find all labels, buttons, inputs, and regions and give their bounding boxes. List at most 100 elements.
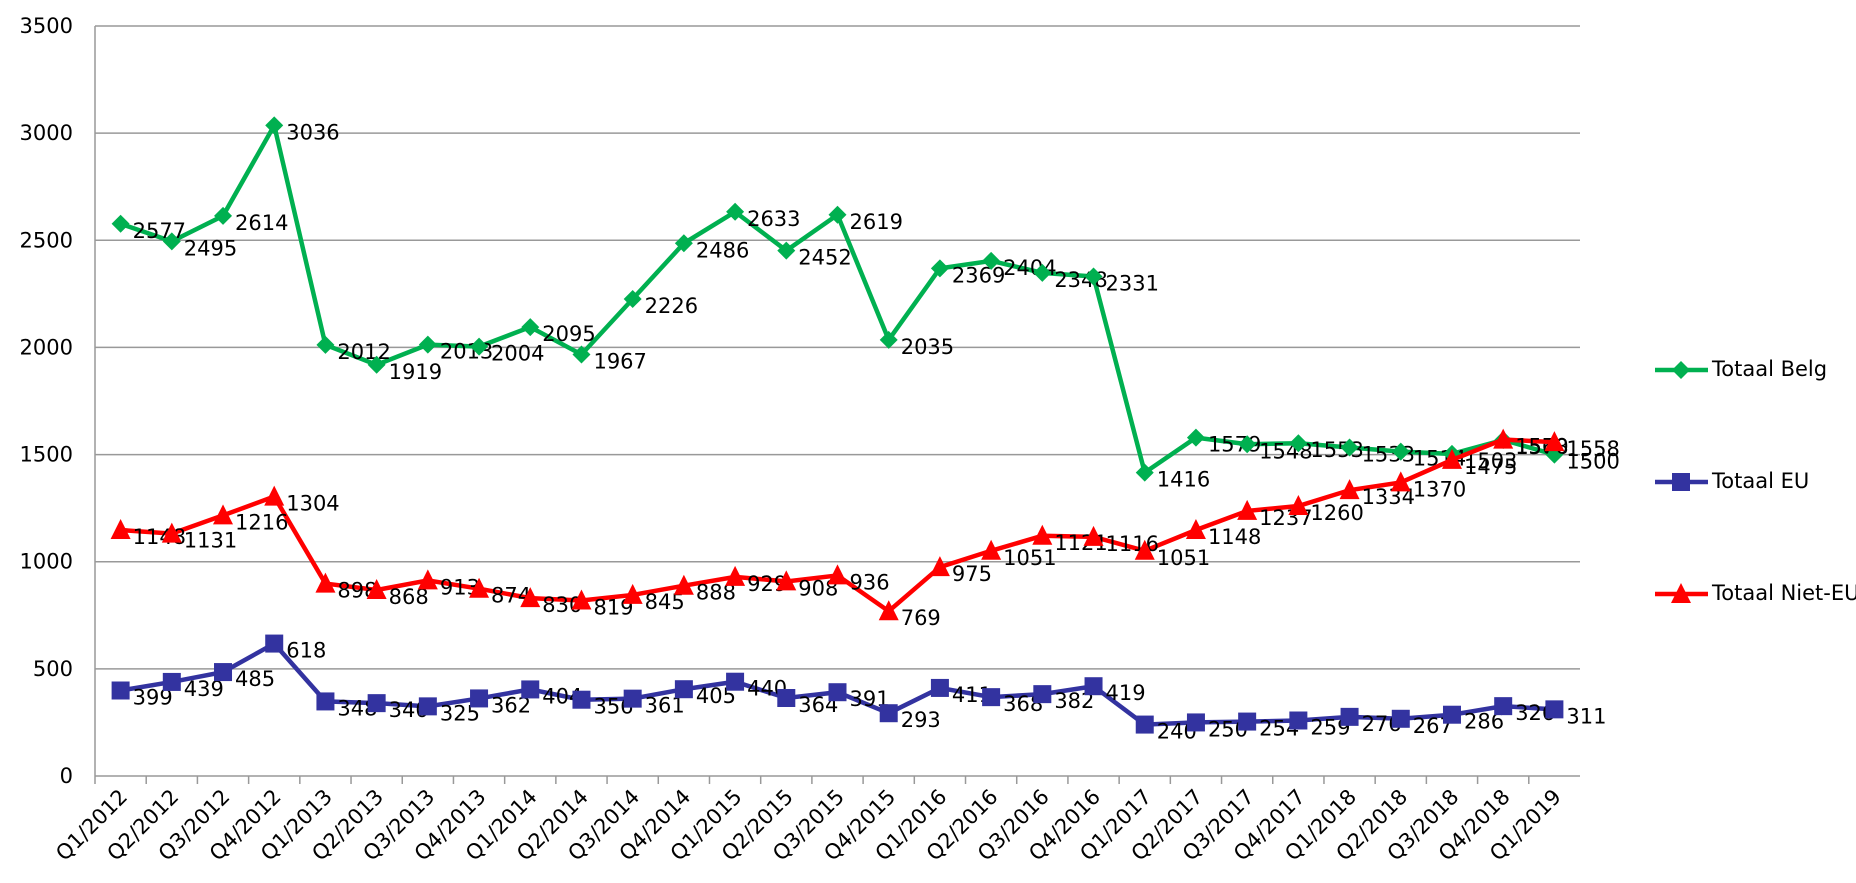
marker: [1238, 435, 1257, 454]
marker: [1289, 711, 1308, 730]
marker: [1441, 448, 1462, 469]
data-label: 1475: [1464, 455, 1517, 479]
y-tick-label: 3000: [20, 121, 73, 145]
marker: [777, 241, 796, 260]
data-label: 2331: [1106, 272, 1159, 296]
marker: [315, 572, 336, 593]
data-label: 2095: [542, 322, 595, 346]
marker: [520, 587, 541, 608]
marker: [418, 335, 437, 354]
data-label: 1131: [184, 529, 237, 553]
data-label: 1051: [1157, 546, 1210, 570]
data-label: 2012: [337, 340, 390, 364]
marker: [214, 206, 233, 225]
marker: [470, 337, 489, 356]
data-label: 618: [286, 639, 326, 663]
marker: [930, 259, 949, 278]
marker: [316, 692, 335, 711]
marker: [417, 569, 438, 590]
data-label: 485: [235, 667, 275, 691]
data-label: 1416: [1157, 468, 1210, 492]
marker: [1340, 438, 1359, 457]
data-label: 1533: [1362, 443, 1415, 467]
marker: [981, 539, 1002, 560]
marker: [521, 318, 540, 337]
marker: [1340, 707, 1359, 726]
marker: [726, 202, 745, 221]
marker: [623, 689, 642, 708]
data-label: 2486: [696, 238, 749, 262]
marker: [1493, 428, 1514, 449]
marker: [367, 694, 386, 713]
marker: [469, 577, 490, 598]
marker: [930, 678, 949, 697]
marker: [1186, 713, 1205, 732]
marker: [572, 345, 591, 364]
y-tick-label: 1000: [20, 550, 73, 574]
marker: [827, 564, 848, 585]
y-tick-label: 2500: [20, 228, 73, 252]
data-label: 2226: [645, 294, 698, 318]
marker: [879, 704, 898, 723]
data-label: 2619: [850, 210, 903, 234]
marker: [1032, 524, 1053, 545]
marker: [366, 579, 387, 599]
marker: [162, 672, 181, 691]
y-tick-label: 0: [60, 764, 73, 788]
data-label: 1500: [1566, 450, 1619, 474]
data-label: 2633: [747, 207, 800, 231]
marker: [162, 232, 181, 251]
marker: [265, 116, 284, 135]
marker: [1672, 473, 1690, 491]
marker: [470, 689, 489, 708]
marker: [110, 519, 131, 539]
marker: [1186, 428, 1205, 447]
data-label: 1051: [1003, 546, 1056, 570]
marker: [571, 589, 592, 610]
marker: [1442, 705, 1461, 724]
y-tick-label: 1500: [20, 443, 73, 467]
marker: [367, 355, 386, 374]
marker: [214, 663, 233, 682]
marker: [1134, 539, 1155, 560]
marker: [1084, 267, 1103, 286]
marker: [674, 680, 693, 699]
data-label: 3036: [286, 120, 339, 144]
marker: [1238, 712, 1257, 731]
marker: [1494, 697, 1513, 716]
marker: [879, 330, 898, 349]
marker: [1033, 263, 1052, 282]
marker: [1545, 700, 1564, 719]
marker: [673, 574, 694, 595]
data-label: 1260: [1310, 501, 1363, 525]
data-label: 1370: [1413, 477, 1466, 501]
marker: [1033, 685, 1052, 704]
marker: [622, 583, 643, 604]
data-label: 1919: [389, 360, 442, 384]
marker: [623, 290, 642, 308]
data-label: 936: [850, 570, 890, 594]
y-tick-label: 2000: [20, 335, 73, 359]
marker: [1288, 495, 1309, 515]
marker: [1671, 583, 1691, 603]
marker: [1544, 431, 1565, 452]
marker: [828, 205, 847, 224]
marker: [1339, 479, 1360, 500]
data-label: 2004: [491, 342, 544, 366]
data-label: 2614: [235, 211, 288, 235]
legend-label: Totaal EU: [1712, 469, 1810, 493]
marker: [982, 688, 1001, 707]
marker: [1237, 499, 1258, 520]
marker: [111, 681, 130, 700]
data-label: 2035: [901, 335, 954, 359]
marker: [878, 600, 899, 621]
data-label: 2013: [440, 340, 493, 364]
data-label: 293: [901, 708, 941, 732]
marker: [982, 251, 1001, 270]
marker: [828, 683, 847, 702]
data-label: 2369: [952, 263, 1005, 287]
series-line: [119, 119, 1556, 477]
marker: [929, 556, 950, 577]
